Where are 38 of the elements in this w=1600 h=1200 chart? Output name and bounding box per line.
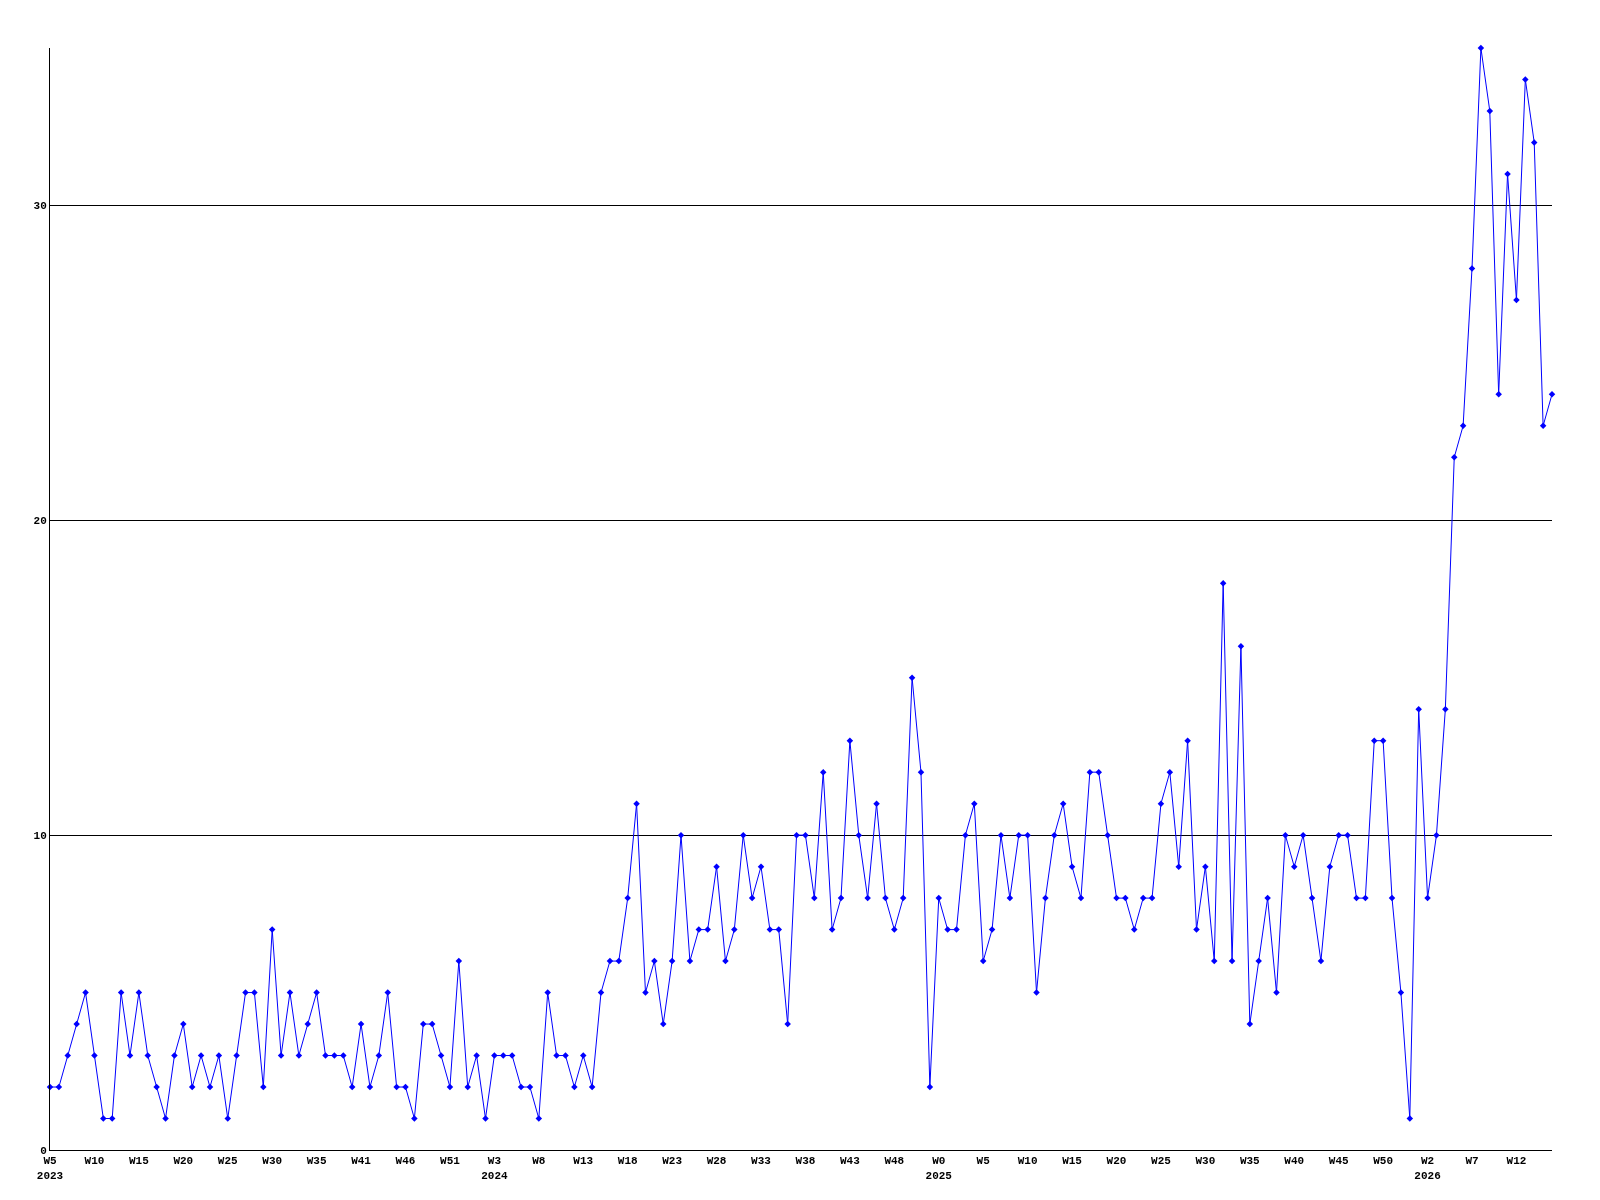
x-tick-label: W40 (1284, 1155, 1305, 1168)
y-tick-label: 20 (33, 515, 47, 528)
x-tick-label: W3 2024 (481, 1155, 508, 1182)
x-tick-label: W15 (128, 1155, 150, 1168)
y-tick-label: 0 (40, 1144, 47, 1157)
x-tick-label: W35 (306, 1155, 327, 1168)
x-tick-label: W2 2026 (1414, 1155, 1441, 1182)
x-tick-label: W8 (532, 1155, 546, 1168)
x-tick-label: W10 (84, 1155, 105, 1168)
x-tick-label: W43 (839, 1155, 861, 1168)
x-tick-label: W35 (1239, 1155, 1261, 1168)
x-tick-label: W18 (617, 1155, 638, 1168)
x-tick-label: W51 (440, 1155, 461, 1168)
y-tick-label: 10 (33, 829, 47, 842)
x-tick-label: W5 2023 (36, 1155, 64, 1182)
x-tick-label: W28 (706, 1155, 727, 1168)
x-tick-label: W7 (1465, 1155, 1479, 1168)
y-tick-label: 30 (33, 200, 47, 213)
x-tick-label: W13 (573, 1155, 594, 1168)
x-tick-label: W25 (1151, 1155, 1172, 1168)
x-tick-label: W20 (1106, 1155, 1127, 1168)
x-tick-label: W30 (262, 1155, 283, 1168)
x-tick-label: W15 (1062, 1155, 1083, 1168)
x-tick-label: W5 (976, 1155, 991, 1168)
x-tick-label: W23 (662, 1155, 683, 1168)
x-tick-label: W48 (884, 1155, 905, 1168)
x-tick-label: W30 (1195, 1155, 1216, 1168)
x-tick-label: W33 (751, 1155, 772, 1168)
x-tick-label: W45 (1328, 1155, 1349, 1168)
x-tick-label: W10 (1017, 1155, 1038, 1168)
x-tick-label: W20 (173, 1155, 194, 1168)
x-tick-label: W38 (795, 1155, 816, 1168)
x-tick-label: W12 (1506, 1155, 1527, 1168)
x-tick-label: W50 (1373, 1155, 1394, 1168)
x-tick-label: W41 (351, 1155, 372, 1168)
x-tick-label: W46 (395, 1155, 416, 1168)
x-tick-label: W25 (217, 1155, 239, 1168)
x-tick-label: W0 2025 (925, 1155, 953, 1182)
